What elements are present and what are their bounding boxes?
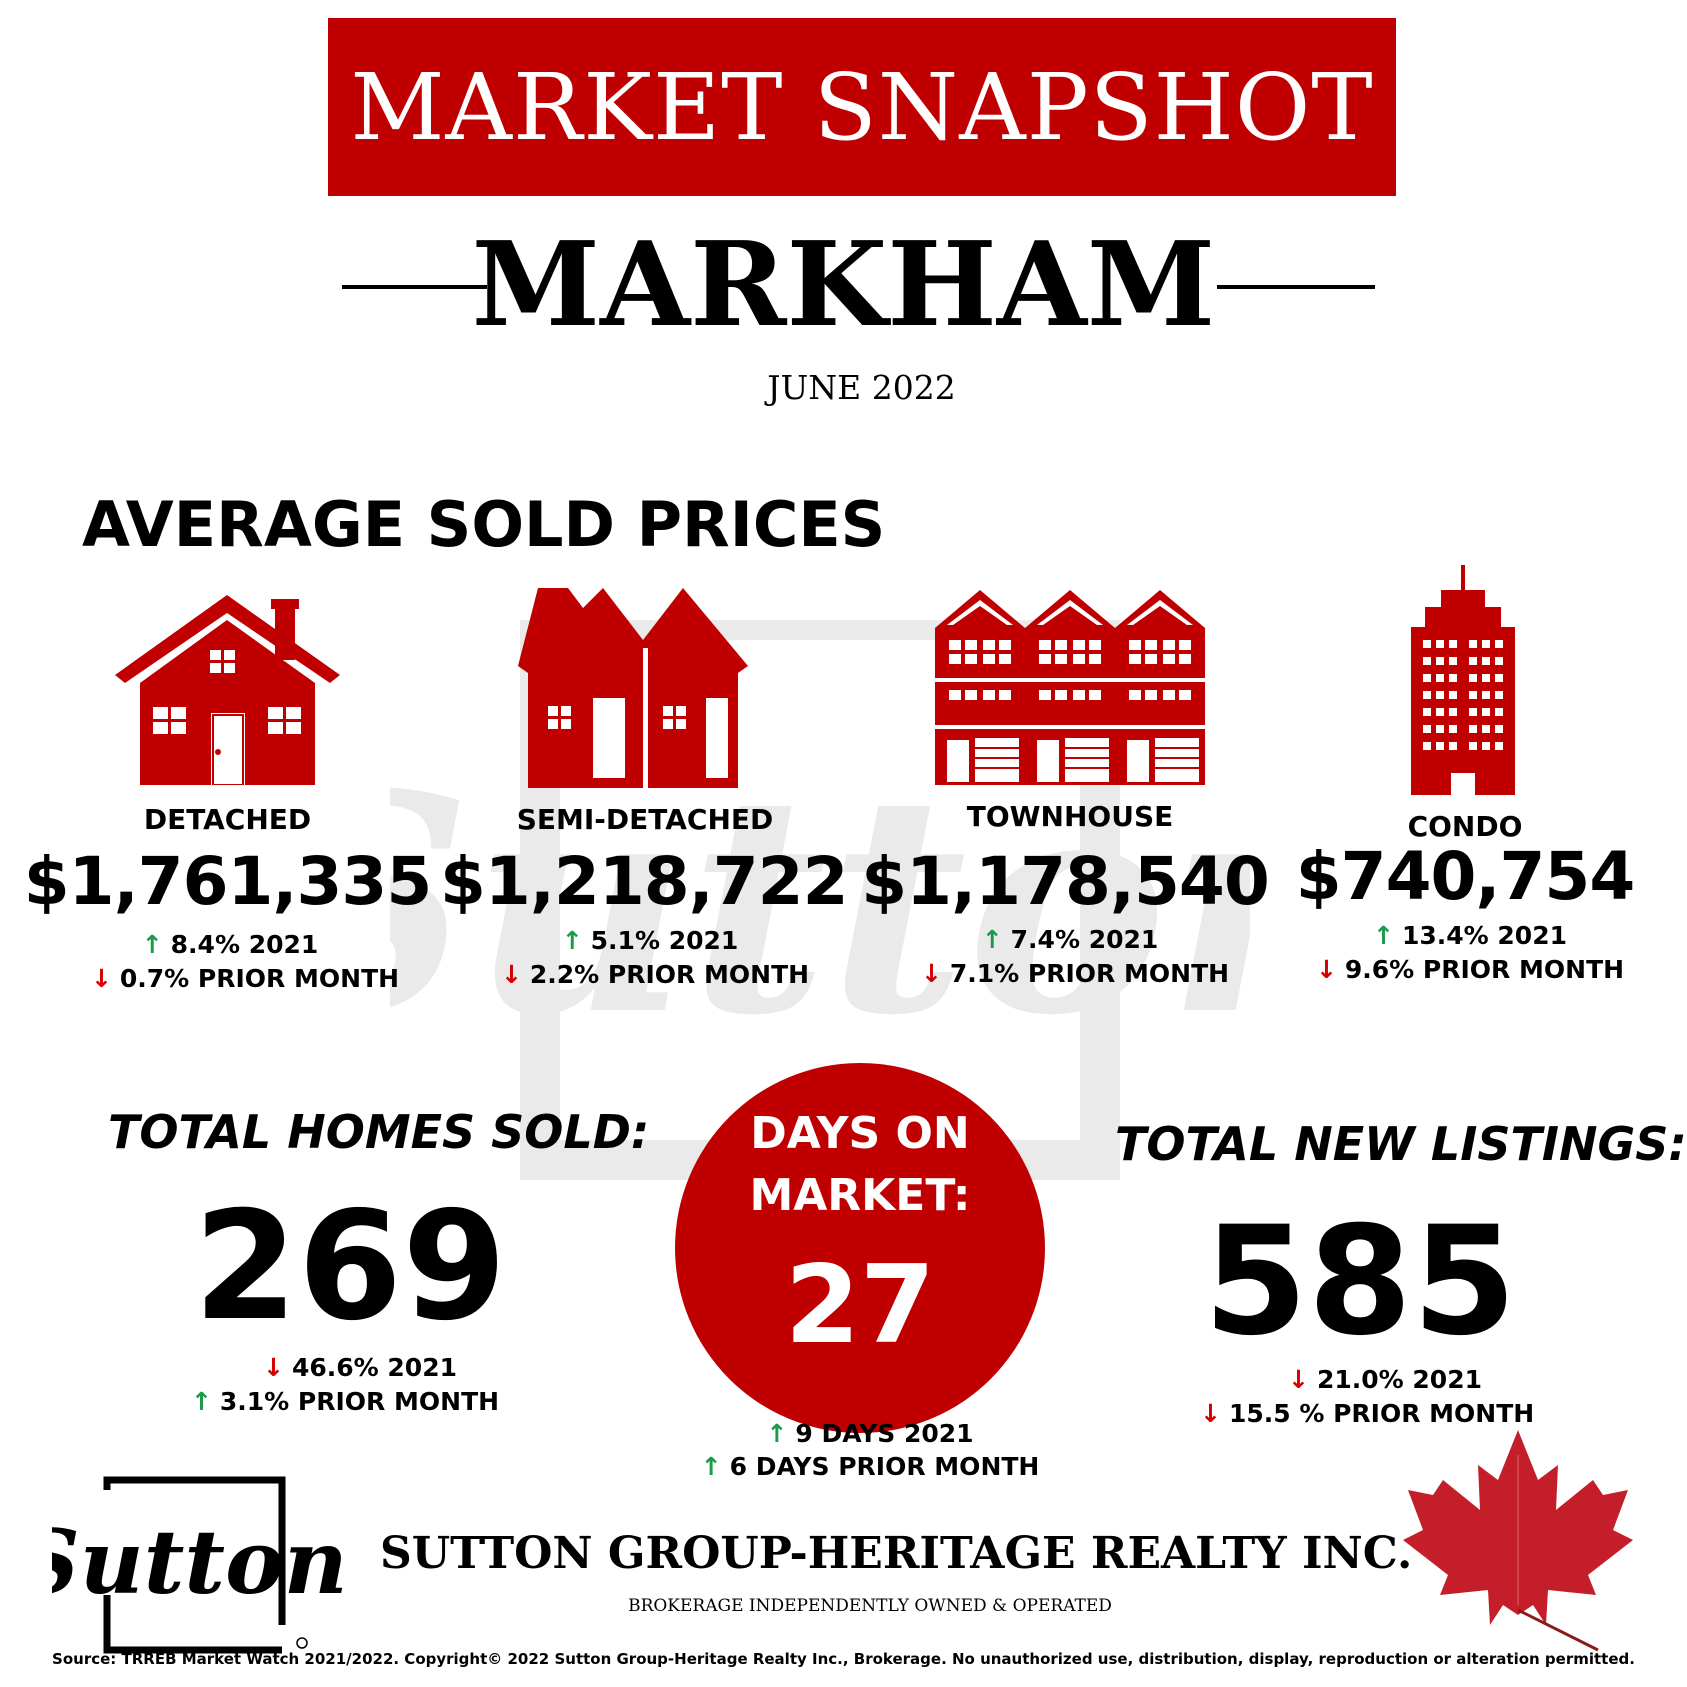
arrow-up-icon: ↑ [700,1452,722,1481]
detached-house-icon [115,595,340,785]
company-tagline: BROKERAGE INDEPENDENTLY OWNED & OPERATED [628,1596,1112,1616]
condo-yoy-change: ↑ 13.4% 2021 [1373,921,1567,950]
detached-price: $1,761,335 [23,843,433,920]
sutton-logo: Sutton [52,1476,348,1654]
homes-sold-mom-change: ↑ 3.1% PRIOR MONTH [190,1387,500,1416]
arrow-up-icon: ↑ [561,926,583,955]
arrow-down-icon: ↓ [500,960,522,989]
arrow-down-icon: ↓ [920,959,942,988]
arrow-down-icon: ↓ [1315,955,1337,984]
homes-sold-heading: TOTAL HOMES SOLD: [108,1105,650,1159]
condo-price: $740,754 [1295,838,1636,915]
svg-text:Sutton: Sutton [52,1510,348,1614]
new-listings-value: 585 [1203,1195,1517,1369]
semi-detached-yoy-change: ↑ 5.1% 2021 [561,926,739,955]
townhouse-icon [935,590,1205,785]
footer-source: Source: TRREB Market Watch 2021/2022. Co… [52,1650,1635,1668]
arrow-up-icon: ↑ [1373,921,1394,950]
city-name: MARKHAM [471,217,1216,353]
days-on-market-circle: DAYS ON MARKET: 27 [675,1063,1045,1433]
detached-yoy-change: ↑ 8.4% 2021 [141,930,319,959]
section-title-average-prices: AVERAGE SOLD PRICES [82,488,886,561]
days-on-market-yoy-change: ↑ 9 DAYS 2021 [766,1419,974,1448]
condo-label: CONDO [1407,810,1523,843]
days-on-market-value: 27 [784,1243,936,1368]
townhouse-label: TOWNHOUSE [966,800,1174,833]
company-name: SUTTON GROUP-HERITAGE REALTY INC. [380,1528,1413,1579]
arrow-down-icon: ↓ [90,964,112,993]
condo-mom-change: ↓ 9.6% PRIOR MONTH [1315,955,1625,984]
right-divider [1217,285,1375,289]
page-title: MARKET SNAPSHOT [350,53,1374,161]
left-divider [342,285,487,289]
arrow-down-icon: ↓ [1288,1365,1309,1394]
arrow-down-icon: ↓ [263,1353,284,1382]
arrow-up-icon: ↑ [766,1419,788,1448]
semi-detached-house-icon [518,588,748,788]
arrow-down-icon: ↓ [1200,1399,1221,1428]
townhouse-yoy-change: ↑ 7.4% 2021 [981,925,1159,954]
arrow-up-icon: ↑ [141,930,163,959]
maple-leaf-icon [1403,1430,1633,1652]
arrow-up-icon: ↑ [190,1387,212,1416]
days-on-market-heading: DAYS ON MARKET: [749,1108,971,1221]
new-listings-yoy-change: ↓ 21.0% 2021 [1288,1365,1482,1394]
semi-detached-mom-change: ↓ 2.2% PRIOR MONTH [500,960,810,989]
new-listings-heading: TOTAL NEW LISTINGS: [1115,1117,1687,1171]
homes-sold-yoy-change: ↓ 46.6% 2021 [263,1353,457,1382]
semi-detached-price: $1,218,722 [440,843,849,920]
townhouse-mom-change: ↓ 7.1% PRIOR MONTH [920,959,1230,988]
townhouse-price: $1,178,540 [861,843,1270,920]
days-on-market-mom-change: ↑ 6 DAYS PRIOR MONTH [700,1452,1040,1481]
report-date: JUNE 2022 [767,368,956,407]
arrow-up-icon: ↑ [981,925,1003,954]
title-banner: MARKET SNAPSHOT [328,18,1396,196]
condo-tower-icon [1411,565,1515,795]
detached-label: DETACHED [143,803,312,836]
new-listings-mom-change: ↓ 15.5 % PRIOR MONTH [1200,1399,1535,1428]
semi-detached-label: SEMI-DETACHED [516,803,774,836]
detached-mom-change: ↓ 0.7% PRIOR MONTH [90,964,400,993]
homes-sold-value: 269 [193,1180,507,1354]
